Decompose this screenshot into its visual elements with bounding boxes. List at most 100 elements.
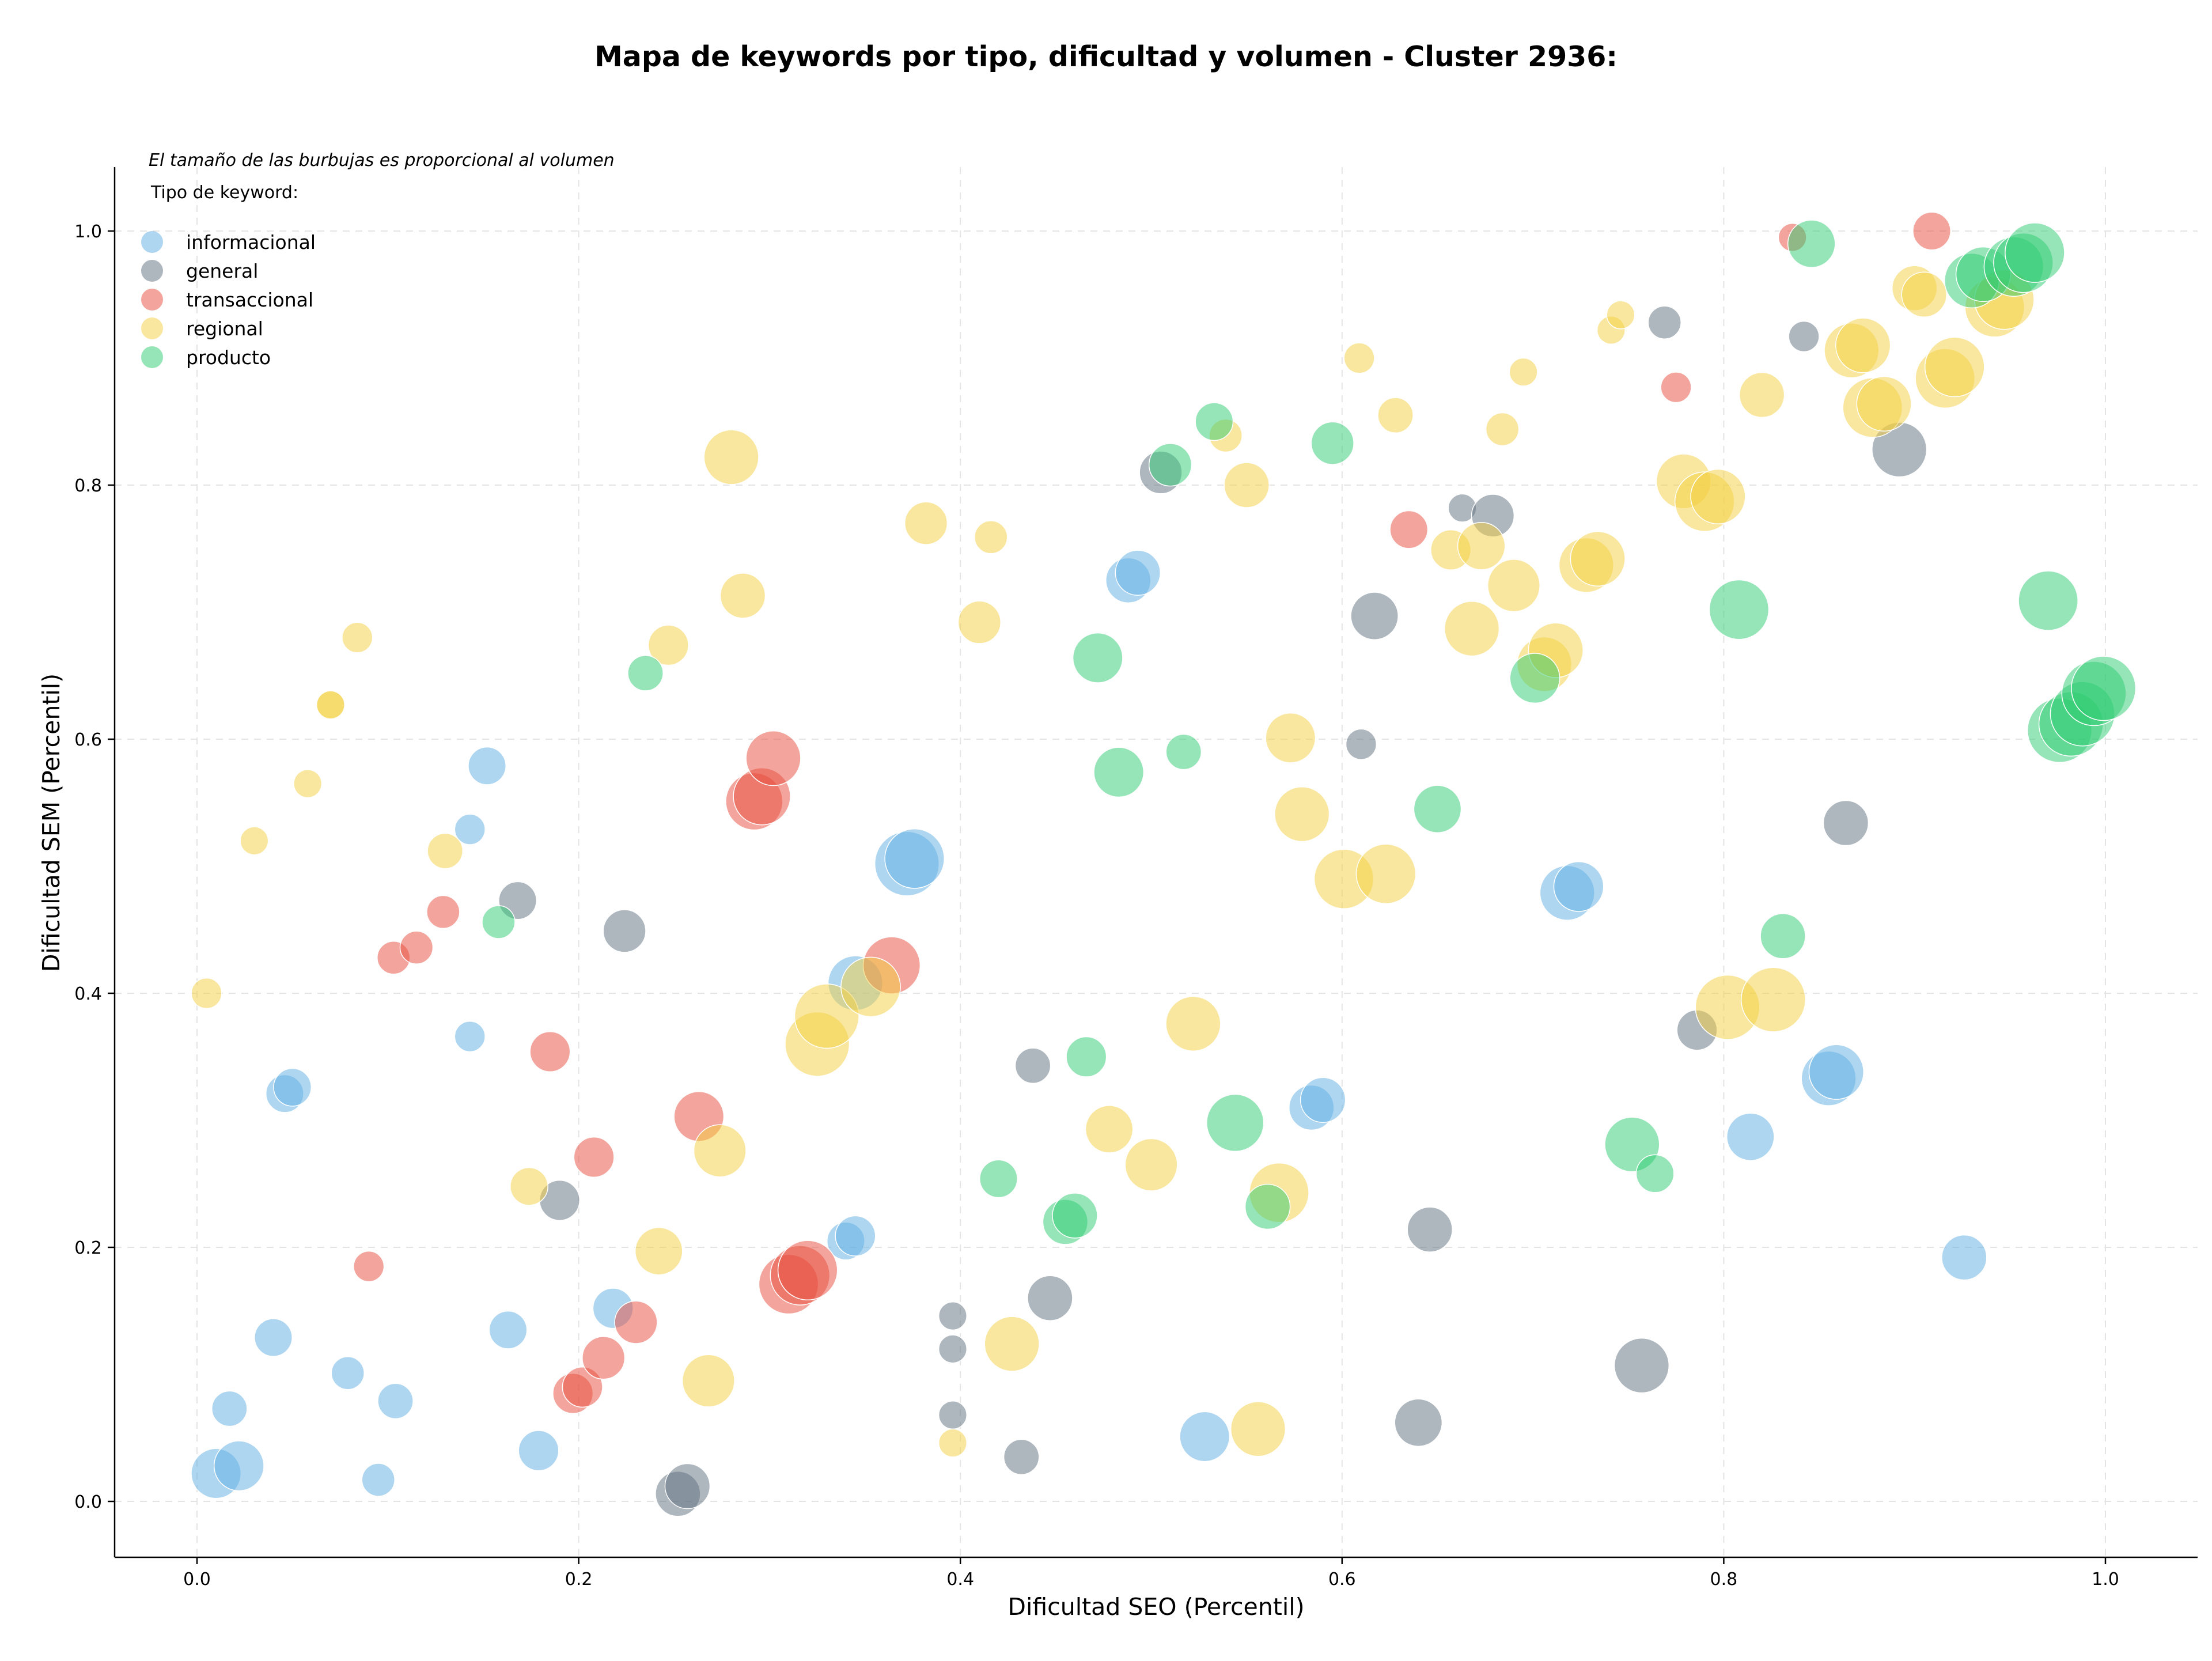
- bubble-regional: [974, 520, 1008, 554]
- bubble-regional: [1230, 1401, 1286, 1457]
- bubble-regional: [1901, 271, 1948, 317]
- bubble-transaccional: [353, 1250, 385, 1282]
- bubble-regional: [1856, 376, 1912, 432]
- bubble-regional: [1444, 601, 1500, 657]
- bubble-informacional: [1179, 1411, 1230, 1462]
- bubble-general: [938, 1334, 967, 1364]
- bubble-regional: [1085, 1105, 1134, 1153]
- bubble-producto: [1413, 785, 1462, 834]
- bubble-transaccional: [745, 730, 801, 786]
- bubble-regional: [634, 1227, 683, 1276]
- bubble-informacional: [1553, 861, 1604, 912]
- bubble-informacional: [254, 1318, 293, 1357]
- axes: 0.0 0.0 0.2 0.2 0.4 0.4 0.6 0.6 0.8 0.8 1.0 1.0: [74, 167, 2198, 1590]
- bubble-informacional: [1300, 1077, 1346, 1123]
- bubble-regional: [840, 956, 901, 1017]
- bubble-regional: [191, 977, 222, 1009]
- legend-label-producto: producto: [186, 346, 271, 369]
- bubble-producto: [1072, 632, 1123, 683]
- bubble-general: [1823, 800, 1869, 846]
- bubble-producto: [1148, 443, 1192, 487]
- bubble-regional: [1274, 786, 1330, 842]
- legend-marker-informacional: [141, 231, 163, 253]
- legend-marker-producto: [141, 346, 163, 368]
- bubble-general: [1788, 320, 1820, 353]
- bubble-regional: [984, 1316, 1040, 1372]
- bubble-informacional: [211, 1390, 248, 1427]
- bubble-transaccional: [562, 1367, 603, 1408]
- bubble-regional: [1606, 300, 1635, 330]
- bubble-transaccional: [529, 1031, 571, 1072]
- bubble-regional: [1487, 559, 1541, 612]
- bubble-producto: [1709, 579, 1770, 640]
- y-tick-label: 1.0: [74, 222, 102, 242]
- bubble-producto: [2018, 570, 2078, 631]
- x-tick-label: 0.0: [183, 1569, 211, 1590]
- bubble-regional: [1738, 372, 1785, 418]
- legend-label-general: general: [186, 260, 258, 282]
- legend-marker-transaccional: [141, 289, 163, 311]
- bubble-regional: [904, 501, 948, 545]
- bubble-transaccional: [1912, 211, 1951, 251]
- x-tick-label: 0.6: [1328, 1569, 1356, 1590]
- bubble-informacional: [454, 814, 486, 845]
- bubble-transaccional: [582, 1336, 626, 1380]
- bubble-regional: [1485, 412, 1520, 447]
- bubble-producto: [979, 1159, 1018, 1198]
- bubble-informacional: [1941, 1234, 1987, 1281]
- bubble-general: [938, 1401, 967, 1430]
- bubble-general: [1014, 1047, 1051, 1084]
- legend-title: Tipo de keyword:: [150, 183, 298, 203]
- grid: [115, 167, 2198, 1557]
- bubble-producto: [1165, 733, 1202, 770]
- bubble-informacional: [518, 1430, 559, 1471]
- bubble-regional: [316, 690, 345, 720]
- bubble-producto: [1206, 1094, 1264, 1152]
- bubble-general: [1613, 1337, 1670, 1394]
- bubble-informacional: [835, 1215, 876, 1257]
- legend-label-informacional: informacional: [186, 231, 316, 253]
- bubble-regional: [240, 826, 269, 856]
- bubble-regional: [1224, 462, 1270, 508]
- bubble-producto: [1052, 1193, 1098, 1239]
- bubble-general: [1350, 592, 1399, 640]
- x-tick-label: 0.2: [565, 1569, 593, 1590]
- bubble-informacional: [361, 1463, 395, 1497]
- bubble-general: [1003, 1439, 1040, 1475]
- y-tick-label: 0.8: [74, 476, 102, 496]
- bubble-regional: [1265, 712, 1316, 763]
- bubble-producto: [1066, 1036, 1107, 1077]
- bubble-regional: [1570, 531, 1626, 587]
- legend-marker-general: [141, 260, 163, 282]
- bubble-general: [1407, 1206, 1453, 1253]
- legend: informacional general transaccional regiona…: [141, 231, 316, 369]
- bubble-regional: [1343, 342, 1375, 374]
- chart-title: Mapa de keywords por tipo, dificultad y …: [594, 40, 1618, 73]
- bubble-transaccional: [614, 1300, 658, 1344]
- bubble-regional: [1377, 397, 1414, 434]
- legend-label-transaccional: transaccional: [186, 289, 313, 311]
- bubble-producto: [1093, 747, 1145, 798]
- bubble-general: [1394, 1398, 1443, 1447]
- bubble-producto: [1509, 653, 1560, 704]
- bubble-informacional: [273, 1068, 312, 1107]
- bubble-transaccional: [399, 930, 434, 964]
- bubble-regional: [342, 622, 373, 653]
- y-tick-label: 0.4: [74, 984, 102, 1004]
- bubble-transaccional: [777, 1240, 838, 1301]
- bubble-size-note: El tamaño de las burbujas es proporciona…: [149, 150, 615, 171]
- bubble-informacional: [331, 1356, 365, 1390]
- bubble-informacional: [884, 828, 945, 889]
- bubble-producto: [1635, 1154, 1675, 1193]
- bubble-regional: [1355, 843, 1416, 905]
- bubble-informacional: [377, 1383, 414, 1420]
- bubble-producto: [627, 654, 664, 691]
- x-tick-label: 0.8: [1710, 1569, 1738, 1590]
- bubble-regional: [719, 573, 766, 619]
- bubble-regional: [1835, 317, 1891, 373]
- bubble-informacional: [488, 1310, 528, 1349]
- bubble-informacional: [1726, 1113, 1775, 1161]
- bubble-regional: [510, 1167, 548, 1206]
- x-tick-label: 0.4: [946, 1569, 974, 1590]
- bubble-producto: [1310, 421, 1354, 465]
